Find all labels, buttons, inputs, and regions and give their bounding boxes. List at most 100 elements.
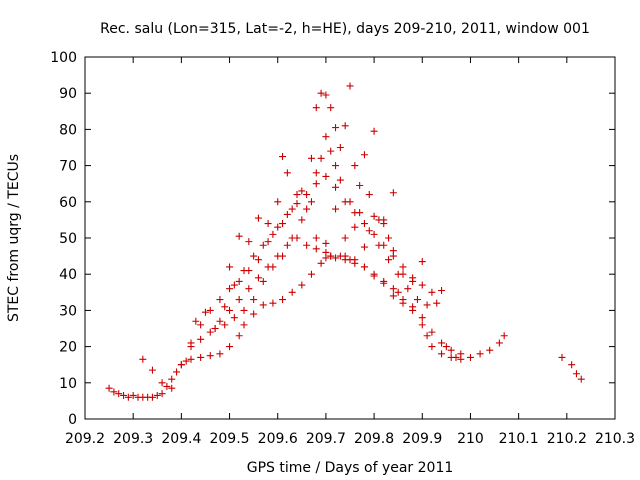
y-tick-label: 30: [59, 303, 77, 319]
data-point: [250, 296, 258, 304]
data-point: [389, 189, 397, 197]
data-point: [409, 303, 417, 311]
data-point: [197, 321, 205, 329]
data-point: [226, 343, 234, 351]
data-point: [428, 288, 436, 296]
x-tick-label: 210: [457, 431, 484, 447]
data-point: [370, 212, 378, 220]
chart-title: Rec. salu (Lon=315, Lat=-2, h=HE), days …: [100, 21, 590, 37]
data-point: [264, 238, 272, 246]
data-point: [158, 379, 166, 387]
data-point: [312, 245, 320, 253]
x-axis-ticks: 209.2 209.3 209.4 209.5 209.6 209.7 209.8 209.9…: [65, 57, 635, 447]
x-tick-label: 209.8: [354, 431, 394, 447]
y-axis-ticks: 0 10 20 30 40 50 60 70 80 90 100: [50, 50, 615, 428]
data-point: [577, 375, 585, 383]
data-point: [428, 343, 436, 351]
data-point: [423, 332, 431, 340]
data-point: [226, 263, 234, 271]
data-point: [495, 339, 503, 347]
data-point: [288, 205, 296, 213]
data-point: [327, 104, 335, 112]
data-point: [182, 357, 190, 365]
data-point: [293, 200, 301, 208]
data-point: [298, 281, 306, 289]
data-point: [177, 361, 185, 369]
y-tick-label: 0: [68, 412, 77, 428]
x-tick-label: 210.1: [499, 431, 539, 447]
data-point: [317, 89, 325, 97]
data-point: [447, 346, 455, 354]
data-point: [120, 391, 128, 399]
y-tick-label: 60: [59, 195, 77, 211]
data-point: [312, 169, 320, 177]
data-point: [399, 299, 407, 307]
data-point: [235, 232, 243, 240]
y-tick-label: 10: [59, 376, 77, 392]
data-point: [351, 223, 359, 231]
data-point: [153, 391, 161, 399]
data-point: [216, 317, 224, 325]
data-point: [418, 258, 426, 266]
data-point: [221, 303, 229, 311]
data-point: [360, 220, 368, 228]
x-tick-label: 209.3: [113, 431, 153, 447]
data-point: [399, 263, 407, 271]
plot-frame: [84, 56, 616, 420]
data-point: [283, 169, 291, 177]
data-point: [317, 259, 325, 267]
x-tick-label: 210.2: [547, 431, 587, 447]
data-point: [399, 270, 407, 278]
data-point: [409, 277, 417, 285]
data-point: [327, 252, 335, 260]
data-point: [370, 230, 378, 238]
data-point: [418, 314, 426, 322]
data-point: [293, 191, 301, 199]
data-point: [457, 350, 465, 358]
data-point: [332, 162, 340, 170]
data-point: [360, 263, 368, 271]
data-point: [356, 182, 364, 190]
data-point: [341, 234, 349, 242]
data-point: [365, 191, 373, 199]
data-point: [370, 272, 378, 280]
y-tick-label: 20: [59, 340, 77, 356]
data-point: [486, 346, 494, 354]
data-point: [254, 214, 262, 222]
data-point: [235, 277, 243, 285]
x-tick-label: 209.5: [209, 431, 249, 447]
data-point: [389, 292, 397, 300]
data-point: [269, 230, 277, 238]
data-point: [322, 133, 330, 141]
data-point: [380, 279, 388, 287]
data-point: [336, 144, 344, 151]
data-point: [380, 216, 388, 224]
data-point: [129, 391, 137, 399]
data-point: [404, 285, 412, 293]
data-point: [216, 296, 224, 304]
data-point: [168, 384, 176, 392]
data-point: [500, 332, 508, 340]
x-tick-label: 209.7: [306, 431, 346, 447]
data-point: [341, 122, 349, 130]
data-point: [466, 353, 474, 361]
data-point: [303, 205, 311, 213]
data-point: [259, 277, 267, 285]
data-point: [288, 234, 296, 242]
data-point: [235, 296, 243, 304]
data-point: [283, 210, 291, 218]
data-point: [385, 256, 393, 264]
data-point: [274, 223, 282, 231]
data-point: [322, 248, 330, 256]
data-point: [168, 375, 176, 383]
x-tick-label: 209.9: [402, 431, 442, 447]
data-point: [158, 390, 166, 398]
data-point: [250, 252, 258, 260]
data-point: [197, 335, 205, 343]
x-tick-label: 210.3: [595, 431, 635, 447]
data-point: [259, 241, 267, 249]
data-point: [312, 180, 320, 188]
y-tick-label: 70: [59, 159, 77, 175]
x-tick-label: 209.2: [65, 431, 105, 447]
data-point: [206, 328, 214, 336]
